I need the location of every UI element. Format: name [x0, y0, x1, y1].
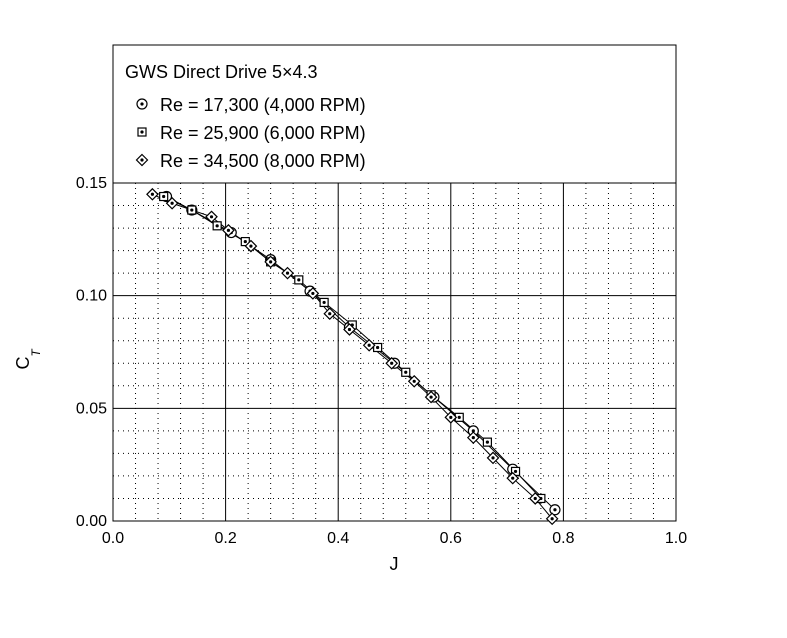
y-tick-label: 0.00: [76, 513, 107, 530]
series-2-point: [294, 275, 304, 285]
plot-frame: [112, 44, 677, 522]
series-2-point: [482, 437, 492, 447]
series-line-2: [163, 196, 542, 499]
y-axis-label-main: C: [13, 357, 33, 370]
series-3-point: [281, 266, 294, 280]
series-lines: [152, 193, 556, 520]
legend-label-1: Re = 17,300 (4,000 RPM): [160, 95, 366, 115]
series-3-point: [165, 196, 179, 210]
series-3-point: [528, 492, 542, 505]
series-3-point: [205, 210, 218, 224]
major-grid: [113, 183, 676, 521]
x-axis-label: J: [390, 554, 399, 574]
series-3-point: [545, 512, 559, 526]
series-3-point: [506, 471, 520, 485]
series-3-point: [385, 356, 399, 370]
series-3-point: [424, 390, 438, 404]
series-2-point: [187, 205, 197, 215]
series-3-point: [444, 410, 458, 424]
legend-label-3: Re = 34,500 (8,000 RPM): [160, 151, 366, 171]
series-2-point: [159, 191, 169, 202]
y-tick-label: 0.10: [76, 288, 107, 305]
series-2-point: [319, 297, 329, 308]
x-tick-label: 0.8: [552, 530, 574, 547]
x-tick-label: 1.0: [665, 530, 687, 547]
y-tick-labels: 0.00 0.05 0.10 0.15: [76, 175, 107, 530]
x-tick-label: 0.4: [327, 530, 349, 547]
legend-label-2: Re = 25,900 (6,000 RPM): [160, 123, 366, 143]
y-tick-label: 0.05: [76, 400, 107, 417]
series-3-point: [222, 223, 235, 237]
series-1-point: [549, 504, 561, 516]
series-3-point: [264, 255, 277, 269]
legend-title: GWS Direct Drive 5×4.3: [125, 62, 318, 82]
series-3-point: [323, 307, 337, 321]
legend: GWS Direct Drive 5×4.3 Re = 17,300 (4,00…: [125, 62, 366, 171]
x-tick-label: 0.6: [440, 530, 462, 547]
x-tick-label: 0.0: [102, 530, 124, 547]
x-tick-label: 0.2: [214, 530, 236, 547]
series-3-point: [362, 338, 376, 352]
series-3-point: [407, 374, 421, 388]
y-tick-label: 0.15: [76, 175, 107, 192]
series-3-point: [244, 239, 258, 253]
y-axis-label-subscript: T: [29, 348, 43, 357]
series-2-point: [212, 221, 222, 231]
series-3-point: [146, 187, 159, 201]
series-2-point: [373, 342, 383, 353]
legend-marker-3: [135, 153, 149, 167]
minor-grid: [113, 183, 676, 521]
series-3-point: [466, 431, 480, 444]
series-3-point: [343, 323, 356, 336]
series-3-point: [486, 451, 500, 465]
legend-marker-2: [137, 127, 147, 137]
series-markers: [146, 187, 561, 526]
series-3-point: [306, 287, 320, 300]
series-line-3: [152, 193, 553, 520]
series-2-point: [401, 367, 411, 377]
y-axis-label: C T: [13, 348, 43, 370]
x-tick-labels: 0.0 0.2 0.4 0.6 0.8 1.0: [102, 530, 687, 547]
legend-marker-1: [136, 98, 148, 110]
